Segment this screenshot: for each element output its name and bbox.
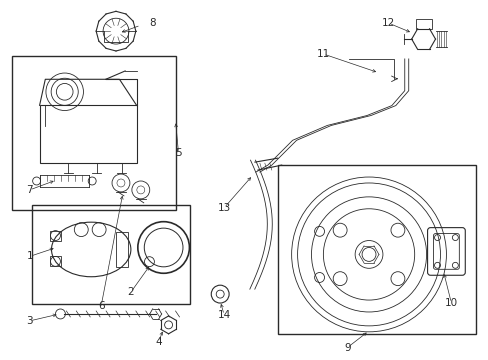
Text: 9: 9 — [343, 343, 350, 353]
Text: 12: 12 — [382, 18, 395, 28]
Text: 3: 3 — [26, 316, 33, 326]
Bar — [49, 256, 61, 266]
Text: 2: 2 — [127, 287, 134, 297]
Text: 6: 6 — [98, 301, 104, 311]
Bar — [32, 205, 190, 304]
Text: 4: 4 — [155, 337, 162, 347]
Text: 5: 5 — [175, 148, 182, 158]
Text: 7: 7 — [26, 185, 33, 195]
Text: 1: 1 — [26, 251, 33, 261]
Bar — [277, 165, 475, 334]
Text: 13: 13 — [217, 203, 230, 213]
Text: 14: 14 — [217, 310, 230, 320]
Bar — [116, 231, 128, 267]
Text: 11: 11 — [316, 49, 329, 59]
Text: 8: 8 — [149, 18, 156, 28]
Bar — [415, 19, 431, 29]
Bar — [12, 56, 175, 210]
Bar — [49, 231, 61, 240]
Bar — [40, 105, 136, 163]
Text: 10: 10 — [444, 298, 457, 308]
